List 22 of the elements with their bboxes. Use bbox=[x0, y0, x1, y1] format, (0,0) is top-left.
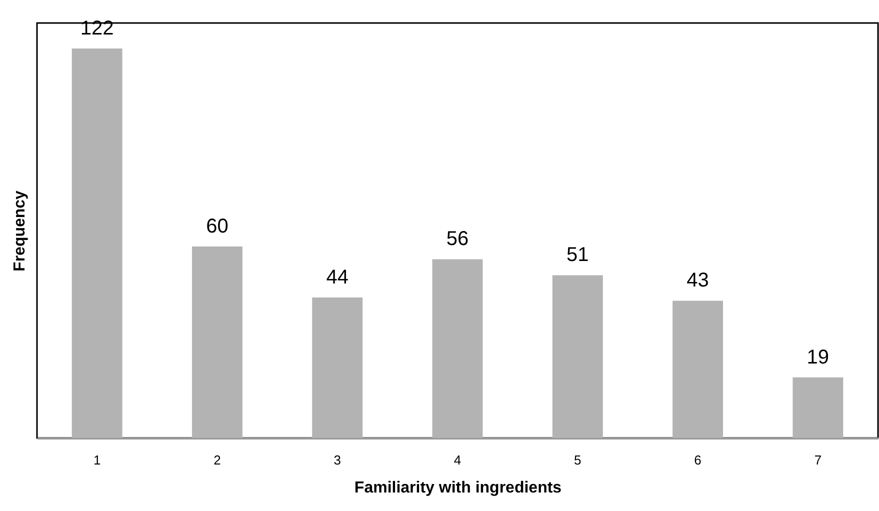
x-tick-label: 6 bbox=[694, 452, 702, 468]
bar bbox=[792, 377, 844, 438]
bar bbox=[72, 48, 122, 438]
x-tick-label: 2 bbox=[214, 452, 221, 468]
data-label: 44 bbox=[326, 266, 348, 289]
bar bbox=[552, 275, 603, 438]
data-label: 60 bbox=[206, 215, 228, 238]
x-tick-label: 4 bbox=[454, 452, 462, 468]
y-axis-title: Frequency bbox=[12, 190, 28, 272]
data-label: 43 bbox=[686, 270, 709, 292]
data-label: 19 bbox=[806, 346, 830, 368]
x-tick-label: 7 bbox=[814, 452, 822, 468]
bar bbox=[192, 246, 242, 438]
x-axis-title: Familiarity with ingredients bbox=[354, 480, 562, 496]
x-tick-label: 5 bbox=[574, 452, 582, 468]
x-tick-label: 3 bbox=[334, 452, 341, 468]
bar bbox=[432, 259, 483, 438]
bar bbox=[312, 298, 363, 438]
data-label: 56 bbox=[446, 228, 469, 250]
data-label: 51 bbox=[566, 244, 589, 266]
bar bbox=[672, 300, 724, 438]
x-tick-label: 1 bbox=[93, 452, 101, 468]
